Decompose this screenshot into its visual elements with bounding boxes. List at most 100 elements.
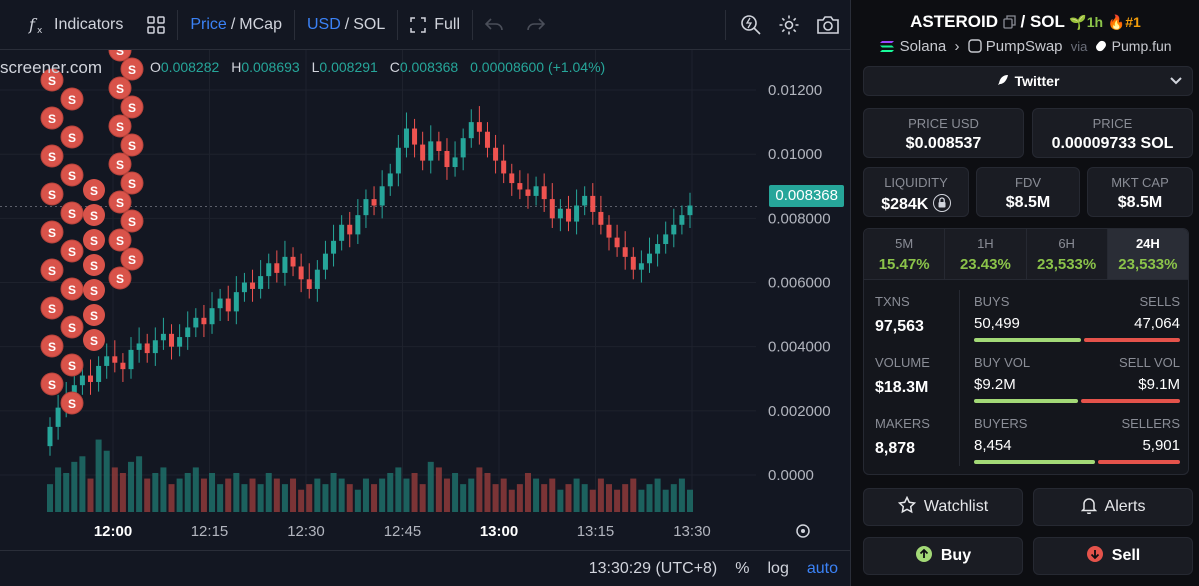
settings-button[interactable] (770, 0, 808, 50)
sol-option[interactable]: SOL (353, 15, 386, 33)
buy-vol-value: $9.2M (974, 376, 1016, 393)
volume-bar (492, 484, 499, 512)
sell-label: Sell (1111, 547, 1141, 564)
volume-bar (549, 478, 556, 512)
axis-settings-icon-center (801, 529, 805, 533)
volume-bar (192, 467, 199, 512)
candle-body (412, 128, 418, 145)
sell-marker-label: S (90, 259, 98, 273)
alerts-button[interactable]: Alerts (1033, 488, 1193, 526)
price-sol-card: PRICE 0.00009733 SOL (1032, 108, 1193, 158)
mcap-option[interactable]: MCap (239, 15, 282, 33)
gear-icon (778, 14, 800, 36)
percent-scale-toggle[interactable]: % (735, 559, 750, 577)
sell-marker (83, 179, 105, 201)
arrow-up-circle-icon (915, 545, 933, 568)
candle-body (144, 343, 150, 354)
layout-grid-button[interactable] (135, 0, 177, 50)
volume-bar (71, 461, 78, 512)
sell-button[interactable]: Sell (1033, 537, 1193, 575)
volume-bar (443, 478, 450, 512)
sell-marker-label: S (90, 184, 98, 198)
tab-6h[interactable]: 6H 23,533% (1026, 229, 1108, 279)
flame-icon: 🔥 (1107, 14, 1126, 30)
makers-label: MAKERS (875, 416, 930, 431)
tab-5m[interactable]: 5M 15.47% (864, 229, 946, 279)
sell-marker-label: S (116, 196, 124, 210)
volume-bar (273, 478, 280, 512)
candle-body (379, 186, 385, 206)
sell-marker-label: S (116, 120, 124, 134)
usd-sol-toggle[interactable]: USD / SOL (295, 0, 397, 50)
dex-name[interactable]: PumpSwap (985, 38, 1063, 55)
chevron-down-icon[interactable] (1168, 72, 1184, 91)
candle-body (509, 173, 515, 184)
sell-marker (60, 277, 84, 301)
sell-marker (40, 296, 64, 320)
mktcap-value: $8.5M (1117, 194, 1163, 211)
chain-name[interactable]: Solana (899, 38, 947, 55)
volume-bar (654, 478, 661, 512)
candle-body (614, 237, 620, 248)
candle-body (55, 407, 61, 427)
volume-bar (314, 478, 321, 512)
tab-24h[interactable]: 24H 23,533% (1107, 229, 1188, 279)
sell-marker (40, 220, 64, 244)
sell-marker (108, 76, 132, 100)
tab-1h[interactable]: 1H 23.43% (945, 229, 1027, 279)
makers-row: MAKERS 8,878 BUYERS SELLERS 8,454 5,901 (864, 416, 1190, 477)
redo-icon (527, 17, 545, 32)
volume-bar (411, 473, 418, 512)
sell-marker-label: S (90, 309, 98, 323)
quick-search-button[interactable] (726, 0, 770, 50)
copy-icon[interactable] (1003, 14, 1016, 34)
twitter-button[interactable]: Twitter (863, 66, 1193, 96)
sell-marker-label: S (116, 272, 124, 286)
sell-marker-label: S (128, 63, 136, 77)
sell-marker (83, 279, 105, 301)
volume-bar (55, 467, 62, 512)
toolbar-divider (725, 9, 726, 40)
watchlist-button[interactable]: Watchlist (863, 488, 1023, 526)
price-mcap-toggle[interactable]: Price / MCap (178, 0, 294, 50)
log-scale-toggle[interactable]: log (767, 559, 789, 577)
undo-button[interactable] (473, 0, 515, 50)
volume-bar (419, 484, 426, 512)
candle-body (574, 205, 580, 222)
screenshot-button[interactable] (808, 0, 850, 50)
sell-marker (83, 254, 105, 276)
candle-body (314, 269, 320, 289)
sell-marker-label: S (68, 359, 76, 373)
sells-bar (1083, 338, 1180, 342)
volume-bar (249, 478, 256, 512)
sell-marker-label: S (116, 82, 124, 96)
fullscreen-button[interactable]: Full (398, 0, 472, 50)
sell-marker-label: S (48, 150, 56, 164)
chart-bottom-bar: 13:30:29 (UTC+8) % log auto (0, 550, 850, 586)
price-option[interactable]: Price (190, 15, 227, 33)
price-usd-value: $0.008537 (905, 135, 982, 152)
candle-body (96, 365, 102, 382)
candle-body (557, 208, 563, 219)
sells-label: SELLS (1139, 294, 1180, 309)
x-tick-label: 12:00 (94, 523, 132, 540)
volume-bar (638, 489, 645, 512)
sell-marker (120, 247, 144, 271)
buy-button[interactable]: Buy (863, 537, 1023, 575)
tab-1h-label: 1H (977, 236, 994, 251)
redo-button[interactable] (515, 0, 557, 50)
sell-marker (40, 372, 64, 396)
candle-body (582, 195, 588, 206)
transactions-box: TXNS 97,563 BUYS SELLS 50,499 47,064 VOLUM… (863, 280, 1189, 475)
sells-value: 47,064 (1134, 315, 1180, 332)
auto-scale-toggle[interactable]: auto (806, 559, 838, 577)
trending-rank[interactable]: 🔥#1 (1107, 14, 1141, 30)
price-chart[interactable]: 0.01200 0.01000 0.008000 0.006000 0.004000 0.… (0, 50, 850, 550)
usd-option[interactable]: USD (306, 15, 341, 33)
candle-body (387, 173, 393, 187)
candle-body (306, 279, 312, 289)
launchpad-name[interactable]: Pump.fun (1111, 38, 1172, 54)
candle-body (250, 282, 256, 289)
